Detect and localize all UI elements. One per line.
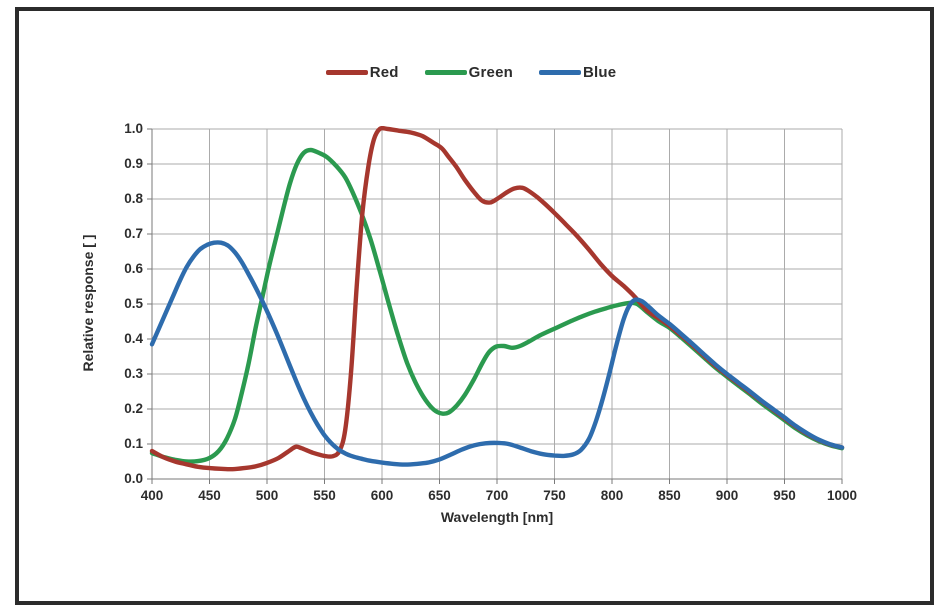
legend-item-red: Red: [325, 64, 399, 81]
legend-label-blue: Blue: [582, 64, 617, 81]
y-axis-title: Relative response [ ]: [80, 234, 96, 372]
red-series-line-icon: [325, 70, 368, 75]
y-tick-label: 0.7: [124, 226, 143, 241]
legend-item-green: Green: [424, 64, 513, 81]
x-tick-label: 850: [658, 488, 681, 503]
legend-item-blue: Blue: [538, 64, 617, 81]
y-tick-label: 0.8: [124, 191, 143, 206]
y-tick-label: 0.2: [124, 401, 143, 416]
x-tick-label: 750: [543, 488, 566, 503]
x-tick-label: 650: [428, 488, 451, 503]
y-tick-label: 0.4: [124, 331, 143, 346]
x-tick-label: 400: [140, 488, 164, 503]
y-tick-label: 0.1: [124, 436, 143, 451]
x-tick-label: 600: [370, 488, 394, 503]
x-tick-label: 950: [773, 488, 796, 503]
x-axis-title: Wavelength [nm]: [440, 509, 554, 525]
x-tick-label: 500: [255, 488, 279, 503]
blue-series-curve: [149, 240, 845, 467]
chart-legend: Red Green Blue: [0, 64, 942, 81]
y-tick-label: 1.0: [124, 121, 143, 136]
blue-series-line-icon: [538, 70, 581, 75]
y-tick-label: 0.3: [124, 366, 143, 381]
x-tick-label: 800: [600, 488, 624, 503]
y-tick-label: 0.0: [124, 471, 143, 486]
x-tick-label: 1000: [826, 488, 858, 503]
legend-label-red: Red: [369, 64, 399, 81]
plot-area: [147, 126, 845, 484]
green-series-line-icon: [424, 70, 467, 75]
x-tick-label: 900: [715, 488, 739, 503]
legend-label-green: Green: [468, 64, 513, 81]
y-tick-label: 0.5: [124, 296, 143, 311]
x-tick-label: 450: [198, 488, 221, 503]
y-tick-label: 0.6: [124, 261, 143, 276]
x-tick-label: 550: [313, 488, 336, 503]
x-tick-label: 700: [485, 488, 509, 503]
y-tick-label: 0.9: [124, 156, 143, 171]
